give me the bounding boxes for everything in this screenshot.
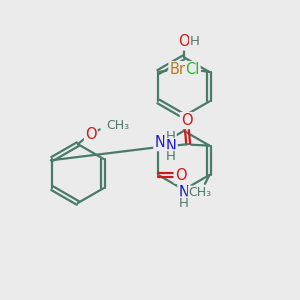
Text: N: N xyxy=(178,185,189,200)
Text: H: H xyxy=(179,197,189,210)
Text: Br: Br xyxy=(169,62,185,77)
Text: H: H xyxy=(166,150,176,163)
Text: O: O xyxy=(178,34,190,50)
Text: O: O xyxy=(181,113,193,128)
Text: O: O xyxy=(175,167,186,182)
Text: H: H xyxy=(190,35,200,48)
Text: Cl: Cl xyxy=(185,62,200,77)
Text: CH₃: CH₃ xyxy=(188,186,212,199)
Text: O: O xyxy=(85,127,97,142)
Text: N: N xyxy=(166,139,176,154)
Text: H: H xyxy=(166,130,176,143)
Text: N: N xyxy=(154,135,165,150)
Text: CH₃: CH₃ xyxy=(107,119,130,132)
